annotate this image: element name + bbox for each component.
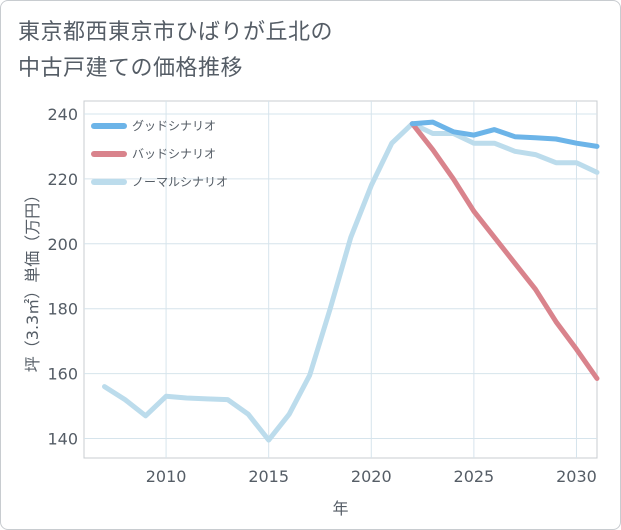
y-tick-label: 180 bbox=[47, 300, 78, 319]
x-tick-label: 2030 bbox=[556, 467, 597, 486]
chart-title: 東京都西東京市ひばりが丘北の 中古戸建ての価格推移 bbox=[18, 15, 333, 87]
y-tick-label: 200 bbox=[47, 235, 78, 254]
legend-label-0: グッドシナリオ bbox=[132, 119, 216, 133]
x-tick-label: 2015 bbox=[248, 467, 289, 486]
series-line-1 bbox=[409, 121, 600, 381]
y-axis-label: 坪（3.3㎡）単価（万円） bbox=[23, 187, 42, 372]
chart-title-line-2: 中古戸建ての価格推移 bbox=[18, 56, 244, 81]
x-tick-label: 2025 bbox=[454, 467, 495, 486]
y-tick-label: 160 bbox=[47, 365, 78, 384]
y-tick-label: 140 bbox=[47, 430, 78, 449]
legend-label-1: バッドシナリオ bbox=[132, 147, 216, 161]
x-tick-label: 2010 bbox=[146, 467, 187, 486]
series-line-0 bbox=[409, 119, 600, 149]
y-tick-label: 240 bbox=[47, 105, 78, 124]
series-line-2 bbox=[102, 121, 600, 443]
x-tick-label: 2020 bbox=[351, 467, 392, 486]
chart-title-line-1: 東京都西東京市ひばりが丘北の bbox=[18, 20, 334, 45]
legend-label-2: ノーマルシナリオ bbox=[132, 175, 228, 189]
y-tick-label: 220 bbox=[47, 170, 78, 189]
x-axis-label: 年 bbox=[332, 499, 348, 518]
